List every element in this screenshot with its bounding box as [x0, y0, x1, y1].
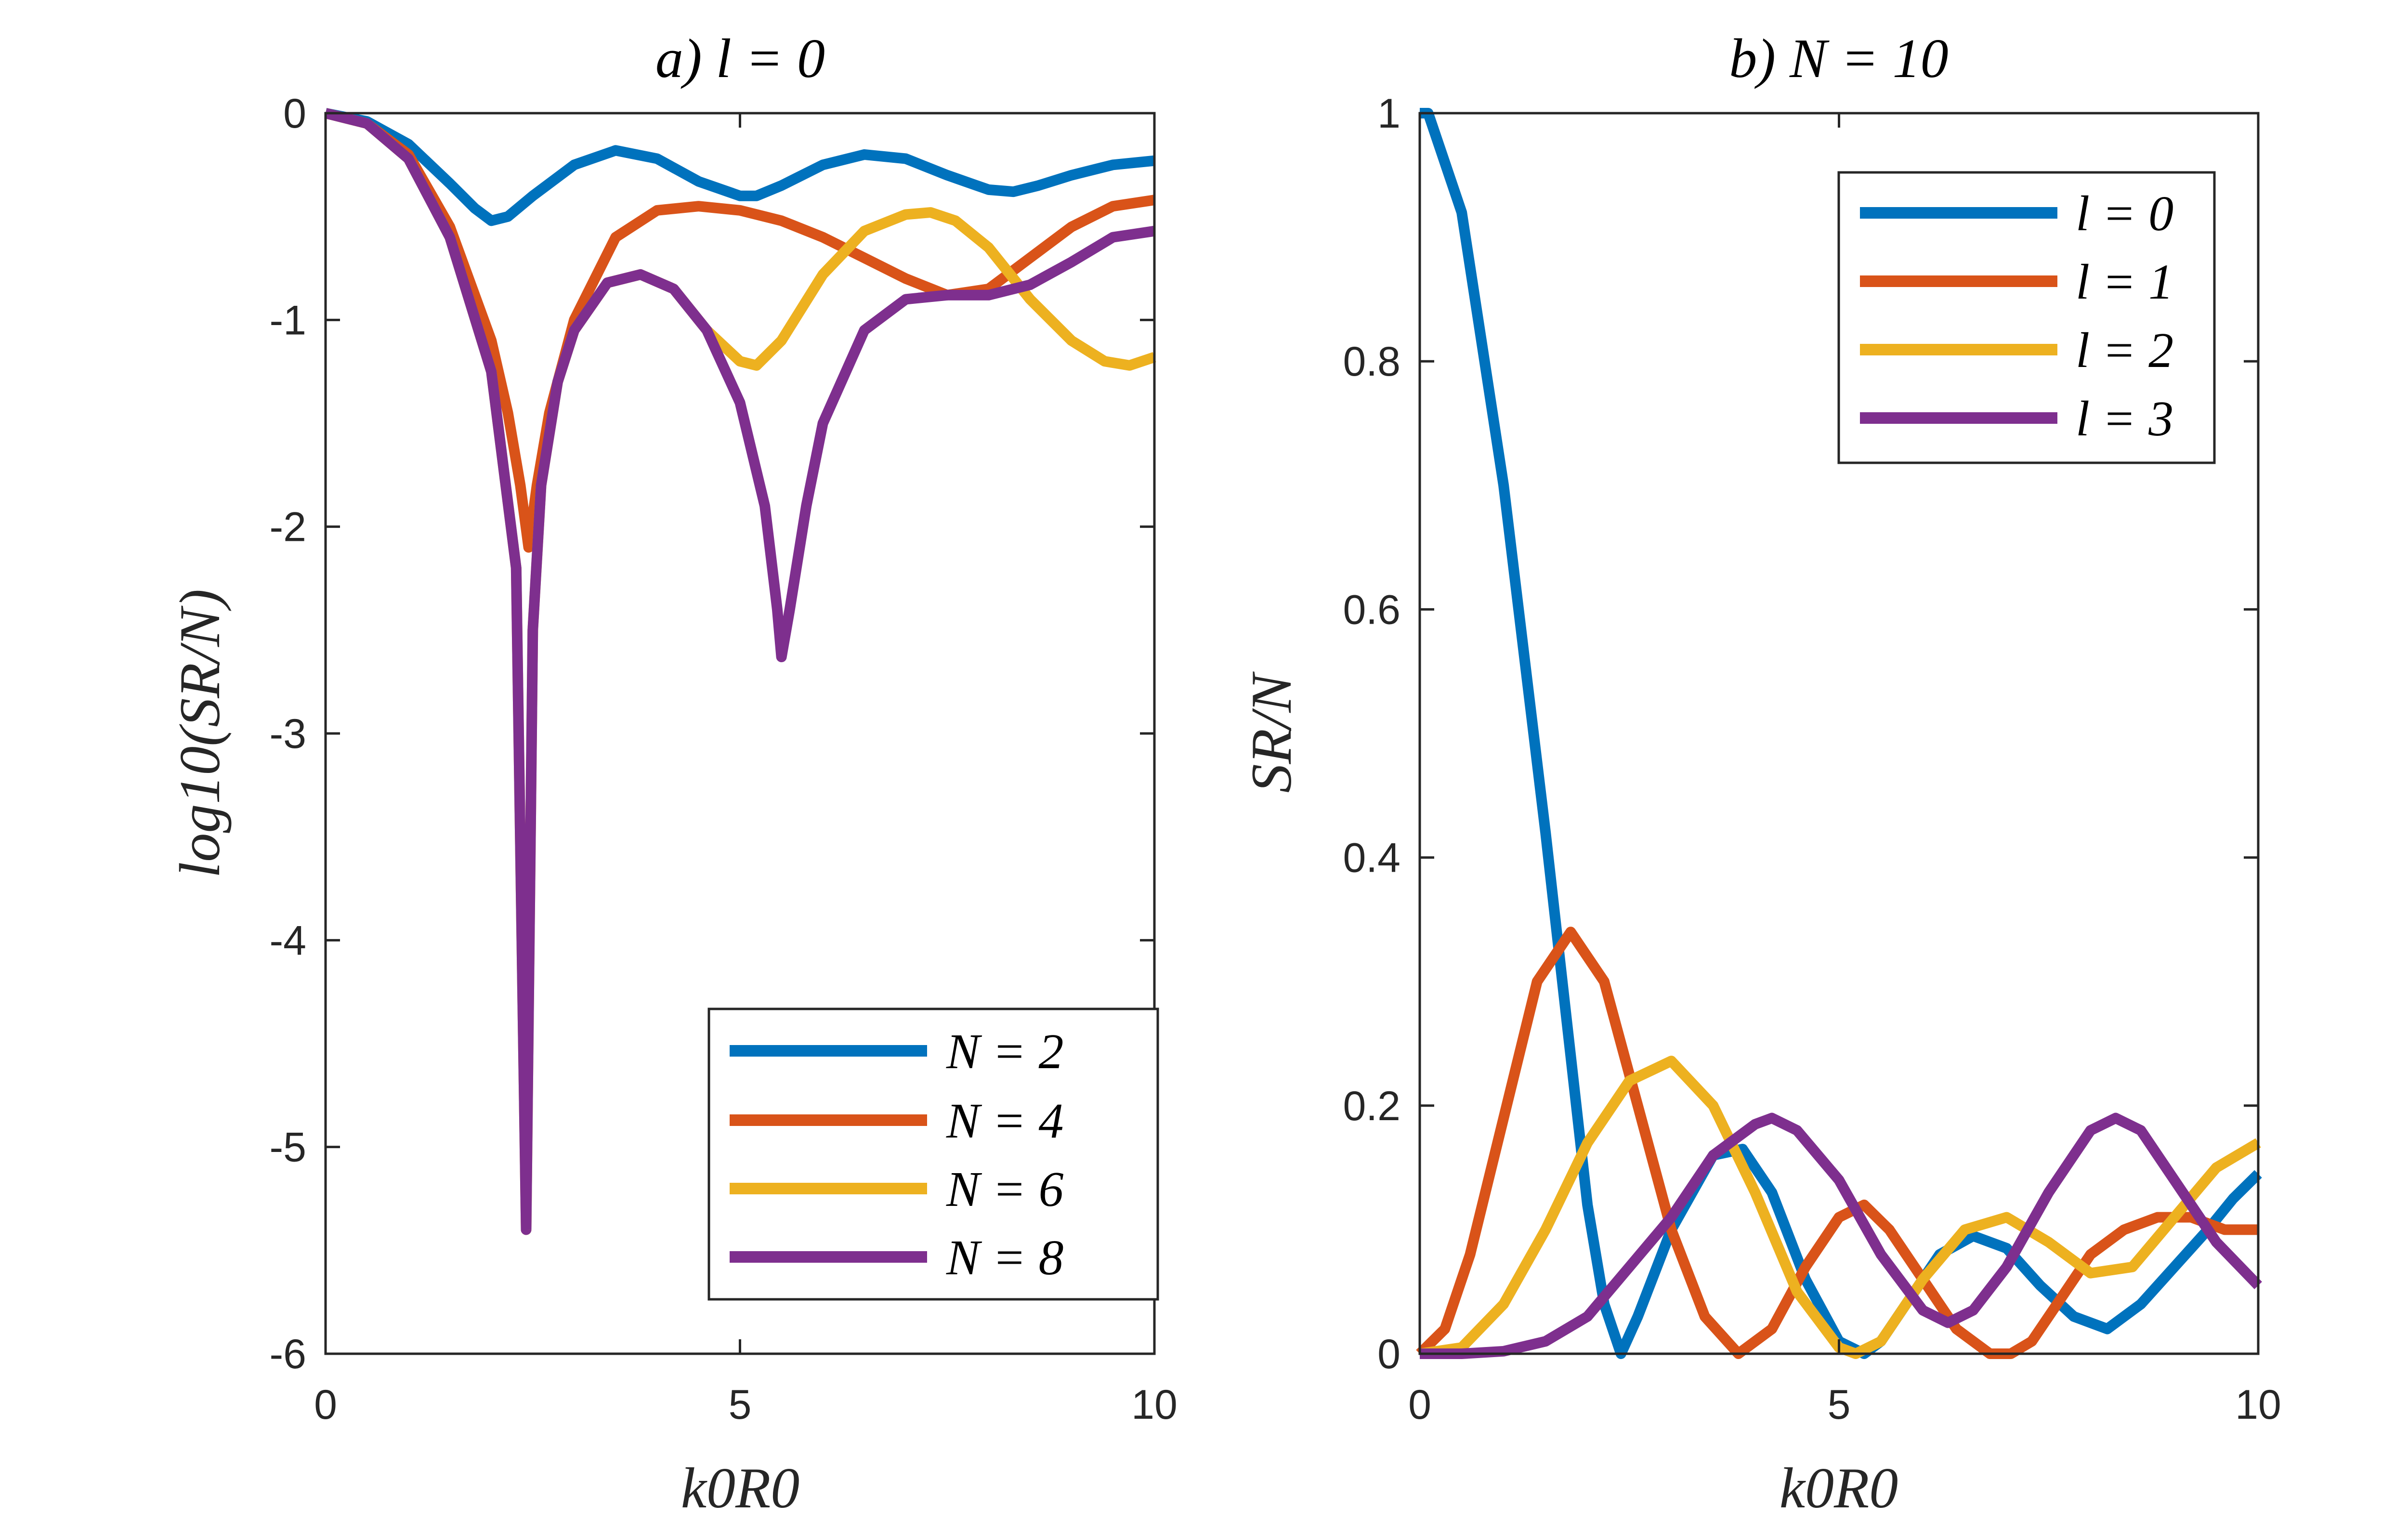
panel-b: 0 5 10 0 0.2 0.4 0.6 0.8 1 b) N = 10 k0R0 SR/N l…: [1239, 28, 2281, 1517]
xtick-label-a-2: 10: [1131, 1382, 1178, 1428]
ytick-label-b-5: 1: [1377, 91, 1400, 137]
ytick-label-b-0: 0: [1377, 1331, 1400, 1377]
ytick-label-b-3: 0.6: [1343, 587, 1400, 633]
legend-label-b-3: l = 3: [2076, 391, 2173, 446]
xtick-label-a-1: 5: [729, 1382, 752, 1428]
legend-a: N = 2 N = 4 N = 6 N = 8: [707, 1007, 1159, 1301]
ytick-label-a-3: -3: [270, 711, 306, 757]
title-b: b) N = 10: [1729, 28, 1948, 90]
legend-box-a: [707, 1007, 1159, 1301]
curves-a: [324, 108, 1156, 1235]
ytick-label-a-5: -5: [270, 1125, 306, 1171]
series-line-b-2: [1419, 1056, 2261, 1359]
legend-label-b-1: l = 1: [2076, 254, 2173, 310]
legend-label-a-2: N = 6: [946, 1162, 1064, 1217]
ylabel-a: log10(SR/N): [168, 589, 232, 878]
panel-a: 0 5 10 0 -1 -2 -3 -4 -5 -6 a) l = 0 k0R0 log10(SR…: [168, 28, 1178, 1517]
xtick-label-b-1: 5: [1828, 1382, 1851, 1428]
title-a: a) l = 0: [655, 28, 825, 90]
ticks-a: 0 5 10 0 -1 -2 -3 -4 -5 -6: [270, 91, 1178, 1428]
ytick-label-a-2: -2: [270, 504, 306, 550]
legend-label-a-3: N = 8: [946, 1230, 1064, 1285]
xlabel-a: k0R0: [681, 1456, 800, 1517]
xtick-label-b-0: 0: [1408, 1382, 1431, 1428]
legend-label-a-1: N = 4: [946, 1093, 1064, 1149]
ytick-label-a-1: -1: [270, 297, 306, 343]
ytick-label-a-0: 0: [283, 91, 306, 137]
series-line-a-1: [324, 108, 1155, 553]
ytick-label-b-2: 0.4: [1343, 835, 1400, 881]
xtick-label-b-2: 10: [2235, 1382, 2281, 1428]
xtick-label-a-0: 0: [314, 1382, 337, 1428]
ytick-label-b-1: 0.2: [1343, 1083, 1400, 1129]
series-line-a-0: [324, 108, 1155, 226]
ticks-b: 0 5 10 0 0.2 0.4 0.6 0.8 1: [1343, 91, 2281, 1428]
xlabel-b: k0R0: [1780, 1456, 1898, 1517]
legend-b: l = 0 l = 1 l = 2 l = 3: [1837, 171, 2216, 464]
legend-label-b-0: l = 0: [2076, 186, 2173, 241]
ytick-label-a-4: -4: [270, 917, 306, 964]
series-line-b-3: [1420, 1112, 2262, 1359]
legend-label-a-0: N = 2: [946, 1024, 1064, 1079]
series-line-a-3: [324, 108, 1155, 1235]
ylabel-b: SR/N: [1239, 671, 1303, 793]
ytick-label-b-4: 0.8: [1343, 339, 1400, 385]
legend-label-b-2: l = 2: [2076, 323, 2173, 378]
ytick-label-a-6: -6: [270, 1331, 306, 1377]
